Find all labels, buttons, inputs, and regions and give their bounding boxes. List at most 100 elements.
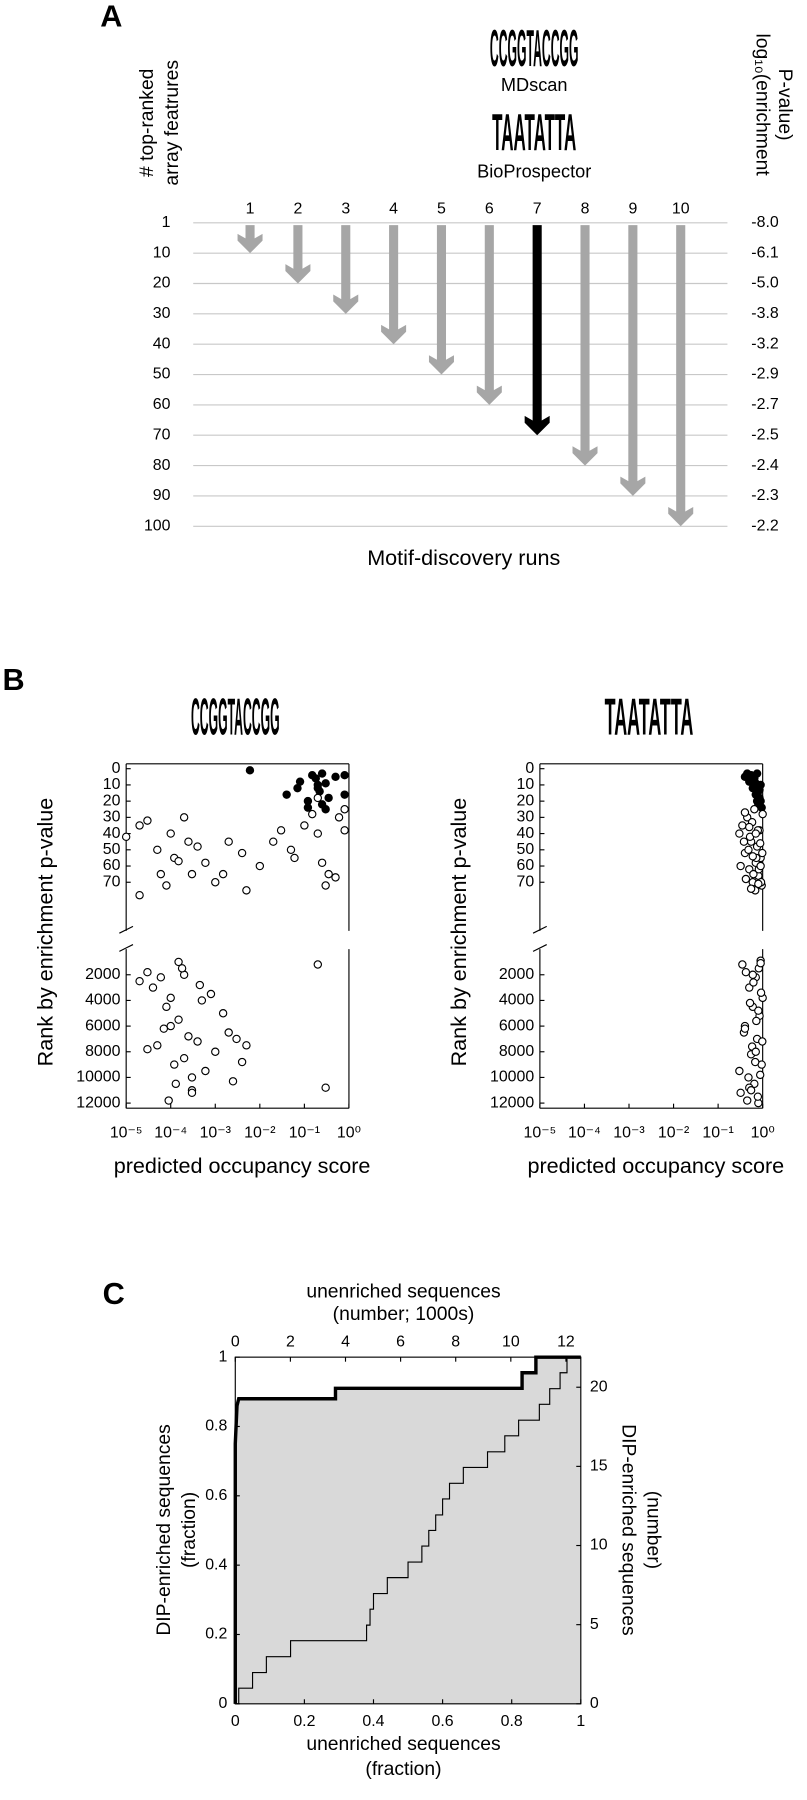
data-point	[211, 878, 220, 887]
data-point	[195, 980, 205, 990]
x-tick-label: 10⁻⁴	[568, 1124, 601, 1141]
arrow	[381, 225, 407, 345]
x-tick-label: 3	[341, 200, 350, 217]
data-point	[282, 790, 291, 799]
axis-break	[532, 925, 547, 934]
arrow	[476, 225, 502, 405]
data-point	[237, 1057, 247, 1067]
data-point	[749, 869, 758, 879]
data-point	[756, 988, 766, 997]
data-point	[739, 837, 749, 846]
data-point	[179, 813, 189, 822]
y-tick-label: 20	[517, 792, 535, 809]
y-tick-label: 4000	[499, 992, 535, 1009]
data-point	[746, 884, 756, 893]
y-tick-label: 10	[517, 776, 535, 793]
x-axis-title: predicted occupancy score	[527, 1153, 784, 1178]
y2-tick-label: -2.9	[751, 366, 779, 383]
motif-logo: TAATATTA	[492, 104, 576, 162]
y-tick-label: 0.2	[205, 1626, 227, 1643]
y-tick-label: 12000	[490, 1094, 534, 1111]
y-tick-label: 6000	[499, 1017, 535, 1034]
y-tick-label: 2000	[499, 966, 535, 983]
data-point	[740, 1024, 750, 1033]
panel-label: B	[3, 662, 25, 697]
data-point	[232, 1034, 241, 1044]
x-tick-label: 1	[576, 1713, 585, 1730]
motif-name: BioProspector	[477, 162, 591, 182]
data-point	[738, 960, 747, 969]
arrow	[572, 225, 598, 466]
data-point	[751, 1047, 760, 1056]
y-tick-label: 20	[153, 275, 171, 292]
y-tick-label: 0	[525, 760, 534, 777]
arrow	[620, 225, 646, 496]
data-point	[177, 964, 187, 973]
x-axis-title: Motif-discovery runs	[367, 545, 560, 570]
data-point	[303, 803, 313, 812]
y-tick-label: 90	[153, 487, 171, 504]
x-tick-label: 0.4	[362, 1713, 384, 1730]
y-tick-label: 10	[153, 244, 171, 261]
data-point	[164, 1096, 173, 1105]
data-point	[201, 858, 210, 867]
data-point	[162, 1002, 171, 1012]
x-axis-title: predicted occupancy score	[114, 1153, 371, 1178]
x-tick-label: 7	[533, 200, 542, 217]
y-axis-title: (fraction)	[179, 1492, 200, 1568]
x-tick-label: 10	[672, 200, 690, 217]
step-line	[233, 1355, 581, 1704]
step-line	[235, 1356, 581, 1705]
data-point	[758, 809, 767, 819]
y-axis-title: # top-ranked	[137, 69, 158, 177]
data-point	[143, 816, 152, 825]
data-point	[135, 976, 144, 986]
data-point	[756, 959, 765, 968]
y-tick-label: 70	[517, 873, 535, 890]
data-point	[751, 1057, 760, 1067]
data-point	[218, 869, 228, 879]
y2-tick-label: 15	[590, 1458, 608, 1475]
y-tick-label: 80	[153, 457, 171, 474]
y-tick-label: 10000	[490, 1069, 534, 1086]
data-point	[184, 837, 193, 846]
y2-tick-label: -2.4	[751, 457, 779, 474]
y2-tick-label: -8.0	[751, 214, 779, 231]
data-point	[184, 1032, 193, 1041]
data-point	[753, 1092, 763, 1101]
x-tick-label: 10⁻⁴	[154, 1124, 187, 1141]
arrow	[524, 225, 550, 436]
data-point	[755, 785, 764, 794]
data-point	[170, 1060, 179, 1069]
y-tick-label: 0.4	[205, 1556, 227, 1573]
x-tick-label: 0.6	[432, 1713, 454, 1730]
y2-tick-label: -2.5	[751, 426, 779, 443]
y-axis-title: Rank by enrichment p-value	[446, 798, 471, 1067]
data-point	[740, 808, 750, 817]
y2-axis-title: log₁₀(enrichment	[751, 33, 772, 176]
y-tick-label: 4000	[85, 992, 121, 1009]
x-axis-title: unenriched sequences	[306, 1734, 500, 1755]
x2-tick-label: 6	[396, 1334, 405, 1351]
data-point	[156, 973, 166, 982]
data-point	[218, 1009, 228, 1018]
area-fill	[235, 1357, 581, 1704]
y-tick-label: 0	[218, 1695, 227, 1712]
data-point	[135, 821, 144, 830]
data-point	[735, 829, 744, 838]
x2-axis-title: (number; 1000s)	[333, 1304, 475, 1325]
data-point	[741, 967, 751, 977]
data-point	[744, 845, 753, 855]
x-tick-label: 10⁻⁵	[110, 1124, 143, 1141]
axis-break	[119, 925, 134, 934]
x-tick-label: 0.2	[293, 1713, 315, 1730]
data-point	[162, 881, 171, 890]
data-point	[153, 845, 162, 855]
data-point	[193, 1037, 202, 1046]
data-point	[340, 770, 349, 780]
data-point	[187, 1088, 197, 1098]
y-axis-title: Rank by enrichment p-value	[32, 798, 57, 1067]
data-point	[224, 837, 233, 846]
data-point	[748, 775, 757, 785]
